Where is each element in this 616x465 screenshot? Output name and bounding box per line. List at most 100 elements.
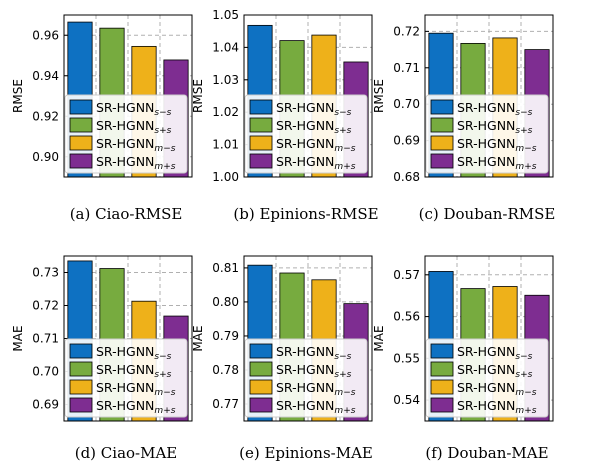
legend: SR-HGNNs−sSR-HGNNs+sSR-HGNNm−sSR-HGNNm+s <box>64 94 188 174</box>
legend-entry-label: SR-HGNNs−s <box>457 344 533 362</box>
legend-swatch <box>430 117 454 133</box>
y-tick-label: 0.56 <box>393 310 420 324</box>
legend-entry-label: SR-HGNNs−s <box>96 344 172 362</box>
legend-entry-label: SR-HGNNm+s <box>457 154 537 172</box>
legend-swatch <box>249 379 273 395</box>
legend-box <box>244 338 368 418</box>
y-tick-label: 0.55 <box>393 351 420 365</box>
y-axis-label: MAE <box>372 325 386 351</box>
y-tick-label: 0.92 <box>32 109 59 123</box>
y-axis-label: RMSE <box>11 79 25 113</box>
y-tick-label: 0.69 <box>32 398 59 412</box>
legend-swatch <box>249 343 273 359</box>
legend-box <box>425 94 549 174</box>
y-axis-label: RMSE <box>191 79 205 113</box>
y-tick-label: 0.70 <box>32 365 59 379</box>
panel-caption: (d) Ciao-MAE <box>75 444 178 462</box>
legend-entry-label: SR-HGNNs+s <box>276 118 352 136</box>
axes-frame <box>243 255 373 422</box>
y-tick-label: 1.04 <box>212 40 239 54</box>
legend-swatch <box>69 343 93 359</box>
legend-entry-label: SR-HGNNs−s <box>96 100 172 118</box>
y-tick-label: 1.05 <box>212 8 239 22</box>
legend-swatch <box>69 153 93 169</box>
legend-entry-label: SR-HGNNs−s <box>457 100 533 118</box>
panel-caption: (c) Douban-RMSE <box>419 205 556 223</box>
legend-box <box>425 338 549 418</box>
legend: SR-HGNNs−sSR-HGNNs+sSR-HGNNm−sSR-HGNNm+s <box>425 94 549 174</box>
legend-entry-label: SR-HGNNs−s <box>276 100 352 118</box>
chart-panel-1: 0.90 0.92 0.94 0.96 RMSE SR-HGNNs−sSR-HGNNs+s… <box>11 14 193 223</box>
y-tick-label: 0.70 <box>393 97 420 111</box>
y-axis-label: MAE <box>11 325 25 351</box>
y-tick-label: 0.78 <box>212 363 239 377</box>
legend-swatch <box>430 99 454 115</box>
y-tick-label: 1.02 <box>212 105 239 119</box>
legend-swatch <box>249 397 273 413</box>
legend-swatch <box>430 153 454 169</box>
legend-entry-label: SR-HGNNs+s <box>457 118 533 136</box>
y-tick-label: 0.72 <box>393 24 420 38</box>
y-tick-label: 1.00 <box>212 170 239 184</box>
legend-swatch <box>69 99 93 115</box>
y-tick-label: 0.94 <box>32 69 59 83</box>
legend-entry-label: SR-HGNNm−s <box>457 136 537 154</box>
y-tick-label: 0.80 <box>212 295 239 309</box>
y-tick-label: 1.03 <box>212 73 239 87</box>
y-tick-label: 0.71 <box>32 332 59 346</box>
legend-swatch <box>430 361 454 377</box>
legend-entry-label: SR-HGNNs+s <box>276 362 352 380</box>
legend-swatch <box>430 379 454 395</box>
legend-swatch <box>249 361 273 377</box>
legend-swatch <box>69 361 93 377</box>
legend-entry-label: SR-HGNNm+s <box>457 398 537 416</box>
legend-swatch <box>430 397 454 413</box>
axes-frame <box>424 255 554 422</box>
y-tick-label: 0.68 <box>393 170 420 184</box>
y-tick-label: 0.54 <box>393 393 420 407</box>
legend-swatch <box>430 135 454 151</box>
legend-box <box>244 94 368 174</box>
y-tick-label: 0.72 <box>32 299 59 313</box>
legend-box <box>64 94 188 174</box>
legend-entry-label: SR-HGNNm−s <box>96 136 176 154</box>
y-axis-label: RMSE <box>372 79 386 113</box>
y-tick-label: 0.71 <box>393 61 420 75</box>
y-tick-label: 0.81 <box>212 261 239 275</box>
panel-caption: (a) Ciao-RMSE <box>70 205 183 223</box>
legend-entry-label: SR-HGNNs+s <box>96 362 172 380</box>
y-tick-label: 0.73 <box>32 266 59 280</box>
y-axis-label: MAE <box>191 325 205 351</box>
legend-entry-label: SR-HGNNm+s <box>276 154 356 172</box>
legend-swatch <box>249 99 273 115</box>
legend-entry-label: SR-HGNNm+s <box>276 398 356 416</box>
legend-entry-label: SR-HGNNm−s <box>96 380 176 398</box>
y-tick-label: 0.79 <box>212 329 239 343</box>
axes-frame <box>243 14 373 178</box>
legend: SR-HGNNs−sSR-HGNNs+sSR-HGNNm−sSR-HGNNm+s <box>244 94 368 174</box>
legend-swatch <box>69 117 93 133</box>
axes-frame <box>424 14 554 178</box>
axes-frame <box>63 14 193 178</box>
legend-swatch <box>69 135 93 151</box>
legend-entry-label: SR-HGNNm−s <box>276 136 356 154</box>
legend-swatch <box>249 117 273 133</box>
legend-entry-label: SR-HGNNm+s <box>96 398 176 416</box>
legend-swatch <box>249 135 273 151</box>
legend-entry-label: SR-HGNNm−s <box>457 380 537 398</box>
panel-caption: (f) Douban-MAE <box>425 444 548 462</box>
y-tick-label: 0.77 <box>212 397 239 411</box>
legend-entry-label: SR-HGNNs+s <box>457 362 533 380</box>
legend-entry-label: SR-HGNNm−s <box>276 380 356 398</box>
y-tick-label: 0.69 <box>393 134 420 148</box>
legend-swatch <box>69 397 93 413</box>
legend: SR-HGNNs−sSR-HGNNs+sSR-HGNNm−sSR-HGNNm+s <box>244 338 368 418</box>
legend-entry-label: SR-HGNNs−s <box>276 344 352 362</box>
legend: SR-HGNNs−sSR-HGNNs+sSR-HGNNm−sSR-HGNNm+s <box>425 338 549 418</box>
